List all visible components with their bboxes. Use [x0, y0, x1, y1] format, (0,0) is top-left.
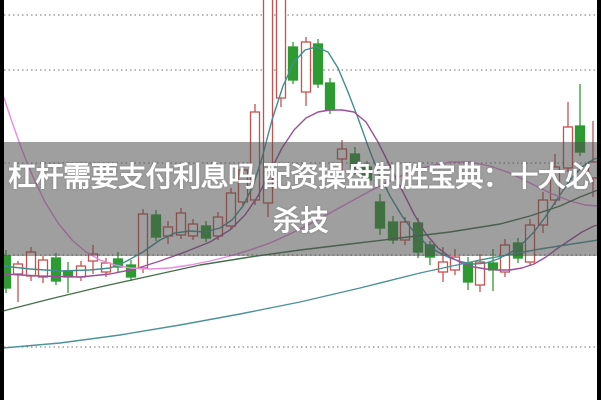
right-black-border	[597, 0, 601, 400]
headline-line-1: 杠杆需要支付利息吗 配资操盘制胜宝典：十大必	[8, 161, 593, 192]
headline-line-2: 杀技	[272, 205, 329, 236]
left-black-border	[0, 0, 4, 400]
headline-overlay-band: 杠杆需要支付利息吗 配资操盘制胜宝典：十大必 杀技	[0, 142, 601, 256]
